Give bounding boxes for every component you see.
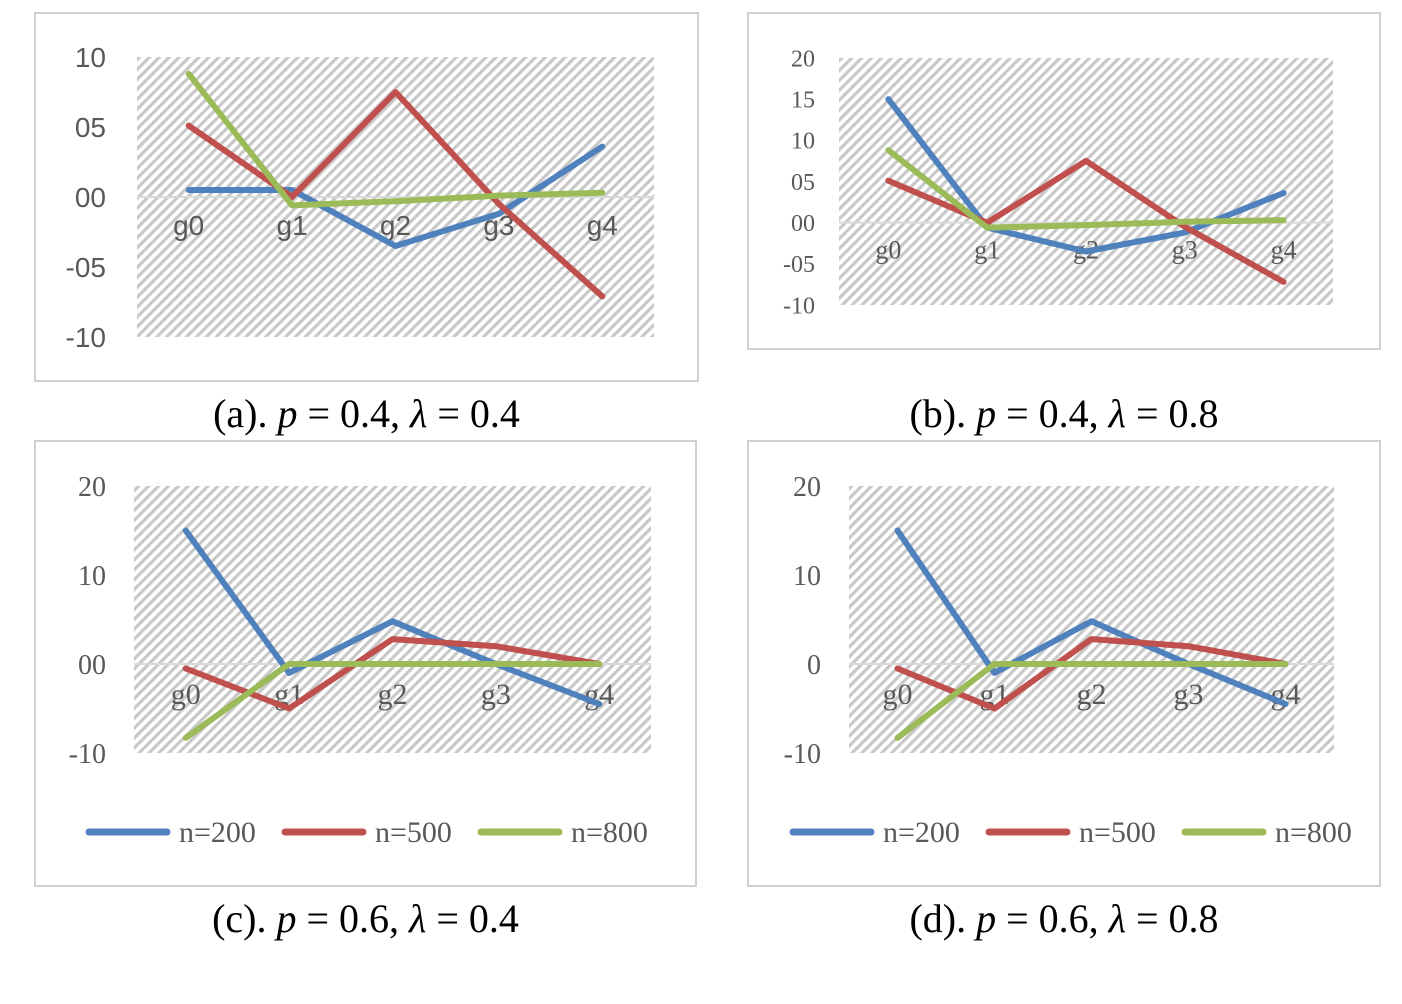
y-tick-label: -05 [783,252,815,278]
x-tick-label: g2 [1077,678,1107,711]
y-tick-label: 10 [791,129,815,155]
series-line-2 [894,636,1289,712]
y-tick-label: -10 [784,739,821,770]
y-tick-label: -10 [783,293,815,319]
chart-panel-b: 20 15 10 05 00 -05 -10 g0 g1 g2 g3 g4 [747,12,1381,350]
y-tick-label: 20 [791,46,815,72]
series-line-1 [182,527,603,707]
y-tick-label: -10 [66,322,106,353]
y-tick-label: 00 [791,211,815,237]
series-line-1 [185,143,606,249]
x-tick-label: g0 [875,236,901,265]
y-tick-label: 05 [75,112,106,143]
legend-label-2: n=500 [375,816,452,849]
series-line-1 [894,527,1289,707]
x-tick-label: g1 [974,236,1000,265]
caption-b: (b). p = 0.4, λ = 0.8 [909,391,1219,436]
series-line-3 [182,661,603,741]
y-tick-label: 10 [75,42,106,73]
y-tick-label: 00 [78,650,106,681]
legend-label-1: n=200 [179,816,256,849]
y-tick-label: 20 [78,472,106,503]
series-line-2 [182,636,603,712]
chart-panel-d: 20 10 0 -10 g0 g1 g2 g3 g4 n=200 n=500 n=800 [747,440,1381,887]
caption-d: (d). p = 0.6, λ = 0.8 [909,896,1219,941]
x-tick-label: g1 [277,210,308,241]
legend-label-2: n=500 [1079,816,1156,849]
y-tick-label: 10 [793,561,821,592]
x-tick-label: g0 [173,210,204,241]
x-tick-label: g2 [380,210,411,241]
caption-a: (a). p = 0.4, λ = 0.4 [213,391,520,436]
y-tick-label: 15 [791,88,815,114]
y-tick-label: -10 [69,739,106,770]
y-tick-label: 10 [78,561,106,592]
x-tick-label: g2 [378,678,408,711]
y-tick-label: -05 [66,252,106,283]
y-tick-label: 00 [75,182,106,213]
legend-label-1: n=200 [883,816,960,849]
x-tick-label: g4 [1271,236,1297,265]
y-tick-label: 05 [791,170,815,196]
x-tick-label: g0 [171,678,201,711]
x-tick-label: g4 [587,210,618,241]
series-line-3 [885,147,1287,231]
caption-c: (c). p = 0.6, λ = 0.4 [212,896,519,941]
legend-label-3: n=800 [1275,816,1352,849]
x-tick-label: g3 [1174,678,1204,711]
series-line-2 [885,157,1287,285]
legend-label-3: n=800 [571,816,648,849]
chart-panel-c: 20 10 00 -10 g0 g1 g2 g3 g4 n=200 n=500 n=800 [34,440,697,887]
chart-panel-a: 10 05 00 -05 -10 g0 g1 g2 g3 g4 [34,12,699,382]
series-line-3 [185,70,606,209]
series-line-3 [894,661,1289,741]
x-tick-label: g3 [481,678,511,711]
series-line-2 [185,89,606,300]
x-tick-label: g0 [883,678,913,711]
y-tick-label: 0 [807,650,821,681]
y-tick-label: 20 [793,472,821,503]
x-tick-label: g3 [1172,236,1198,265]
